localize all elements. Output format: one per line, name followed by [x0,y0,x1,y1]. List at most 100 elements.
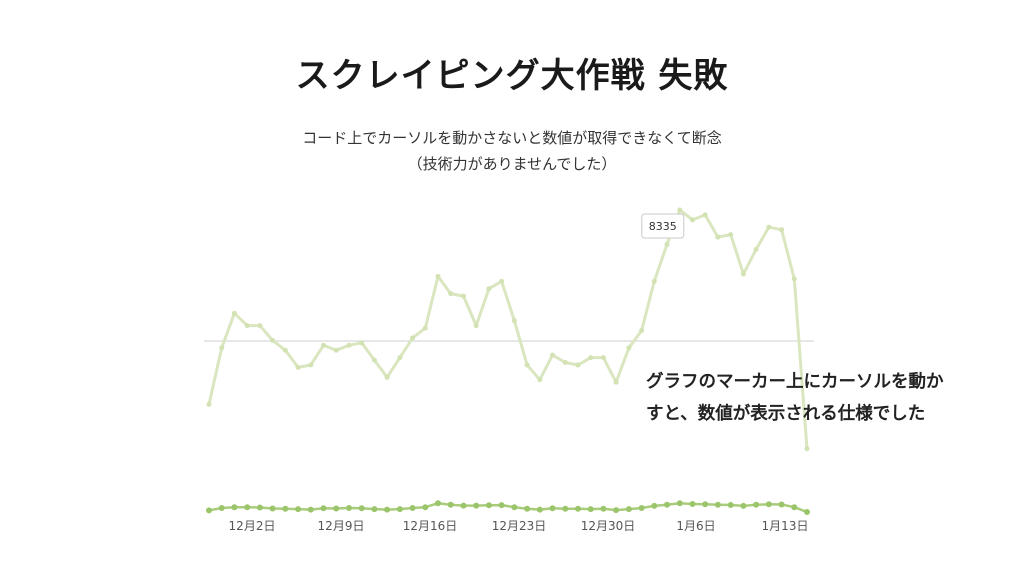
main-series-point[interactable] [804,446,810,452]
main-series-point[interactable] [435,273,441,279]
main-series-point[interactable] [282,347,288,353]
main-series-point[interactable] [715,234,721,240]
sub-series-point[interactable] [804,509,810,515]
sub-series-point[interactable] [206,507,212,514]
main-series-point[interactable] [639,328,645,333]
sub-series-point[interactable] [460,502,467,509]
sub-series-point[interactable] [765,501,772,508]
sub-series-point[interactable] [384,506,391,513]
sub-series-point[interactable] [524,505,531,512]
main-series-point[interactable] [702,212,708,218]
sub-series-point[interactable] [256,504,263,511]
main-series-point[interactable] [295,364,301,370]
sub-series-point[interactable] [218,505,225,511]
sub-series-point[interactable] [244,504,251,511]
sub-series-point[interactable] [575,505,581,512]
main-series-point[interactable] [499,278,505,284]
main-series-point[interactable] [524,362,530,368]
sub-series-point[interactable] [727,502,734,508]
main-series-point[interactable] [321,342,326,348]
main-series-point[interactable] [550,352,555,358]
main-series-point[interactable] [575,362,581,368]
sub-series-point[interactable] [549,505,556,512]
sub-series-point[interactable] [358,505,365,512]
sub-series-point[interactable] [473,502,480,509]
main-series-point[interactable] [244,323,250,329]
sub-series-point[interactable] [231,504,238,511]
sub-series-point[interactable] [587,506,594,513]
main-series-point[interactable] [562,360,568,365]
sub-series-point[interactable] [409,505,416,511]
main-series-point[interactable] [664,241,670,247]
main-series-point[interactable] [486,286,492,292]
main-series-point[interactable] [333,347,339,353]
main-series-point[interactable] [537,377,543,383]
sub-series-point[interactable] [702,501,709,508]
main-series-point[interactable] [461,293,466,299]
main-series-point[interactable] [473,323,479,329]
sub-series-point[interactable] [422,504,429,511]
sub-series-point[interactable] [753,501,760,508]
sub-series [206,500,810,515]
sub-series-point[interactable] [371,506,378,513]
sub-series-point[interactable] [447,501,454,508]
sub-series-point[interactable] [269,505,276,512]
main-series-point[interactable] [779,227,785,233]
main-series-point[interactable] [766,224,772,230]
sub-series-point[interactable] [625,506,632,513]
sub-series-point[interactable] [435,500,441,507]
main-series-point[interactable] [231,310,237,316]
main-series-point[interactable] [753,246,759,252]
main-series-point[interactable] [206,401,212,407]
main-series-point[interactable] [740,271,746,277]
sub-series-point[interactable] [664,501,670,508]
sub-series-point[interactable] [791,504,798,511]
sub-series-point[interactable] [485,502,492,509]
main-series-point[interactable] [270,337,276,343]
main-series-point[interactable] [308,362,314,368]
sub-series-point[interactable] [498,502,505,509]
sub-series-point[interactable] [295,506,302,513]
sub-series-point[interactable] [638,505,645,511]
main-series-point[interactable] [448,291,454,297]
main-series-point[interactable] [728,232,734,238]
sub-series-point[interactable] [511,504,518,511]
main-series-point[interactable] [690,217,695,223]
main-series-point[interactable] [346,342,352,348]
sub-series-point[interactable] [676,500,683,507]
main-series-point[interactable] [626,345,632,351]
sub-series-point[interactable] [333,505,340,512]
main-series-point[interactable] [511,318,517,324]
note-line-2: すと、数値が表示される仕様でした [646,404,926,424]
sub-series-point[interactable] [714,501,721,508]
main-series-point[interactable] [410,335,416,341]
sub-series-point[interactable] [307,506,314,513]
main-series-point[interactable] [371,357,377,363]
sub-series-point[interactable] [536,506,543,513]
main-series-point[interactable] [219,345,225,351]
sub-series-point[interactable] [282,505,289,512]
main-series-point[interactable] [384,374,390,380]
sub-series-point[interactable] [600,505,607,512]
main-series-point[interactable] [257,323,263,329]
main-series-point[interactable] [651,278,657,284]
sub-series-point[interactable] [320,505,327,512]
sub-series-point[interactable] [613,507,620,514]
main-series-point[interactable] [791,276,797,282]
main-series-point[interactable] [588,355,594,361]
sub-series-point[interactable] [740,502,747,509]
main-series-point[interactable] [613,379,619,385]
sub-series-point[interactable] [396,506,403,513]
x-tick-label: 1月6日 [676,519,715,533]
sub-series-point[interactable] [346,505,352,511]
main-series-point[interactable] [677,207,683,213]
main-series-point[interactable] [359,340,365,346]
sub-series-point[interactable] [651,502,658,509]
main-series-point[interactable] [397,355,403,361]
subtitle-line-1: コード上でカーソルを動かさないと数値が取得できなくて断念 [302,129,722,147]
sub-series-point[interactable] [562,505,569,512]
main-series-point[interactable] [600,355,606,361]
sub-series-point[interactable] [778,501,785,508]
sub-series-point[interactable] [689,501,696,507]
main-series-point[interactable] [422,325,428,331]
